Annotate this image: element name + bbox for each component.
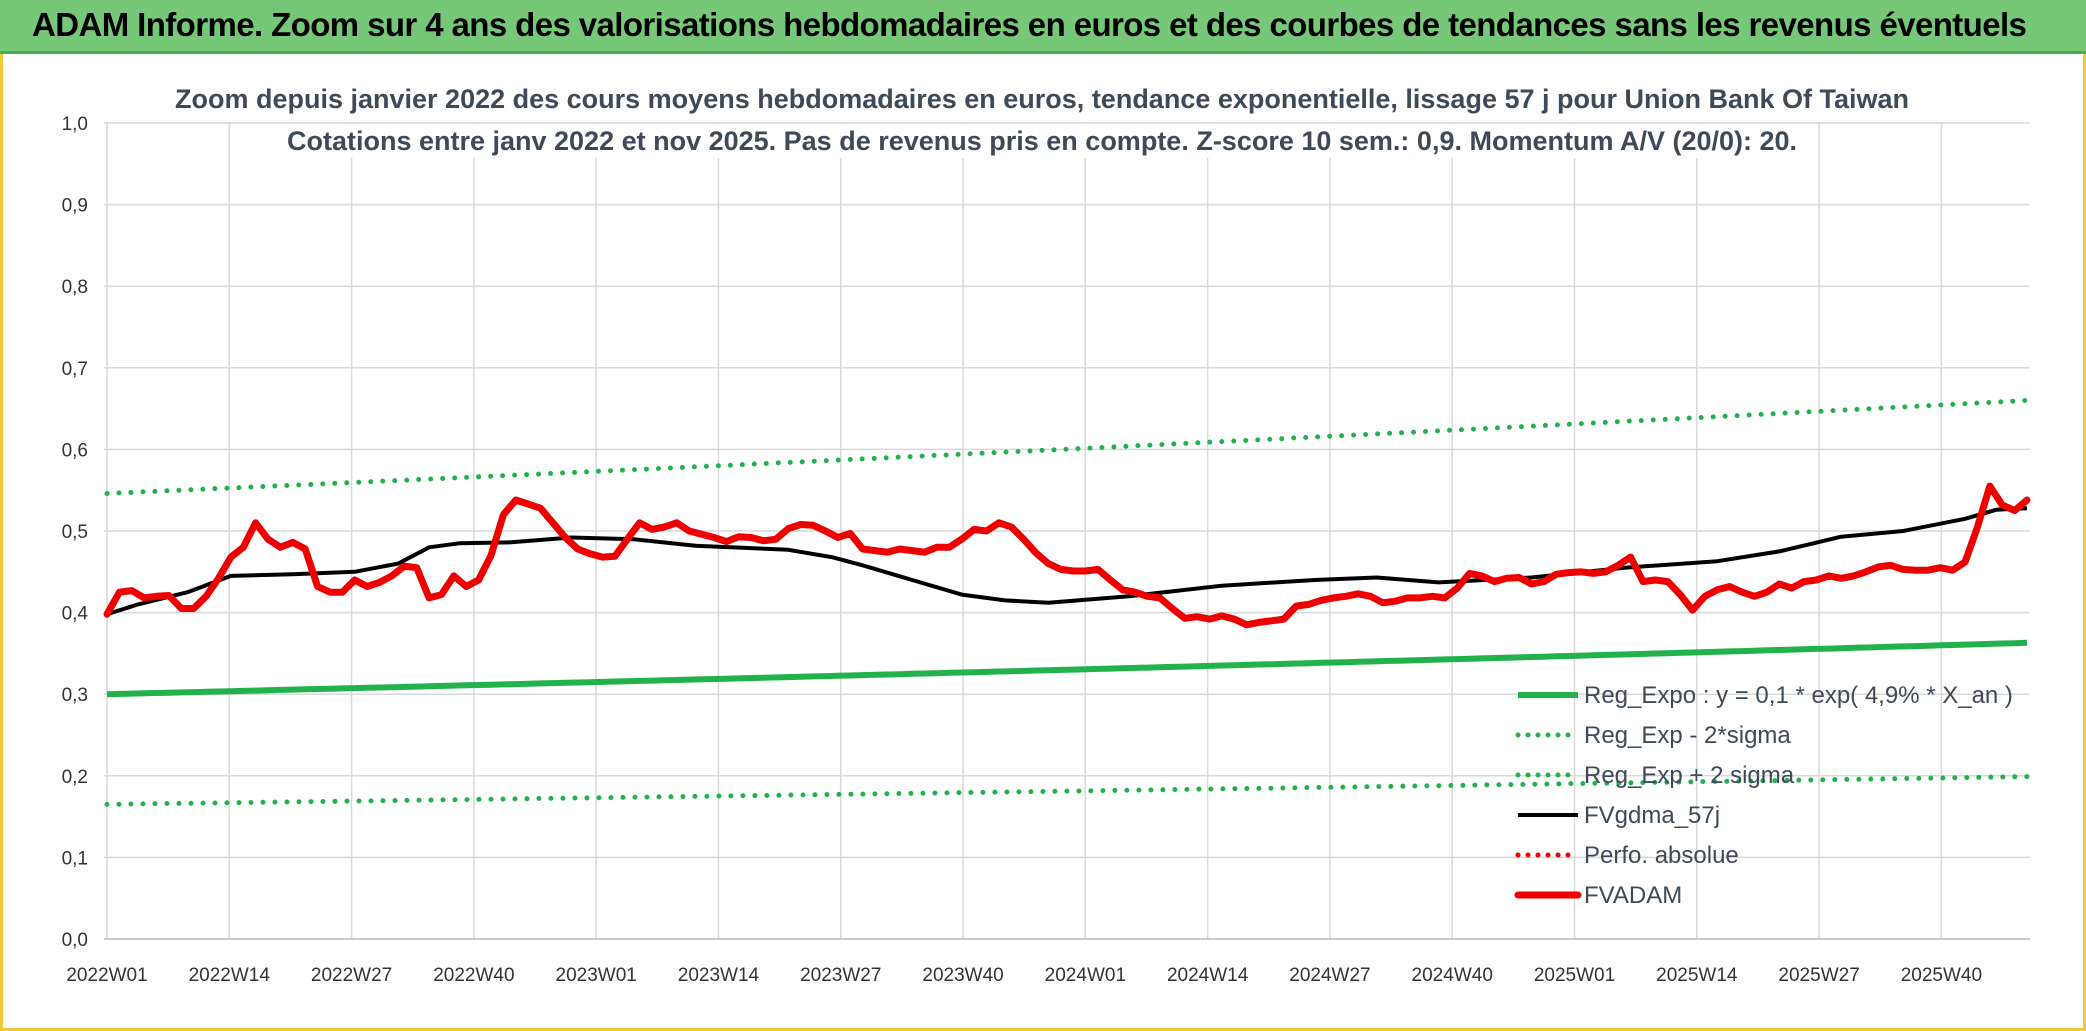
- report-title: ADAM Informe. Zoom sur 4 ans des valoris…: [32, 6, 2027, 43]
- x-tick-label: 2022W01: [66, 965, 147, 986]
- x-tick-label: 2024W27: [1289, 965, 1370, 986]
- x-tick-label: 2025W01: [1534, 965, 1615, 986]
- series-fvgdma-57j: [106, 506, 2028, 617]
- x-axis-labels: 2022W01 2022W14 2022W27 2022W40 2023W01 2023W…: [66, 965, 1982, 986]
- x-tick-label: 2025W40: [1901, 965, 1982, 986]
- x-tick-label: 2022W40: [433, 965, 514, 986]
- y-axis-labels: 0,0 0,1 0,2 0,3 0,4 0,5 0,6 0,7 0,8 0,9 1,0: [62, 114, 89, 951]
- legend-item-reg: Reg_Expo : y = 0,1 * exp( 4,9% * X_an ): [1518, 682, 2013, 709]
- legend-item-perfo: Perfo. absolue: [1515, 842, 1739, 869]
- series-reg-exp-minus-2sigma: [104, 774, 2030, 807]
- x-tick-label: 2025W27: [1778, 965, 1859, 986]
- x-tick-label: 2024W01: [1045, 965, 1126, 986]
- x-tick-label: 2024W40: [1412, 965, 1493, 986]
- legend-item-lower: Reg_Exp - 2*sigma: [1515, 722, 1791, 749]
- y-tick-label: 0,2: [62, 767, 88, 788]
- report-banner: ADAM Informe. Zoom sur 4 ans des valoris…: [0, 0, 2086, 54]
- y-tick-label: 0,3: [62, 685, 88, 706]
- legend-item-smooth: FVgdma_57j: [1518, 802, 1720, 829]
- legend-item-upper: Reg_Exp + 2 sigma: [1515, 762, 1795, 789]
- y-tick-label: 0,1: [62, 848, 88, 869]
- y-tick-label: 0,9: [62, 196, 88, 217]
- legend-label-lower: Reg_Exp - 2*sigma: [1584, 722, 1791, 749]
- legend-label-smooth: FVgdma_57j: [1584, 802, 1720, 829]
- chart-title-backing: [278, 124, 1806, 158]
- x-tick-label: 2023W14: [678, 965, 760, 986]
- y-tick-label: 0,6: [62, 440, 88, 461]
- legend-label-upper: Reg_Exp + 2 sigma: [1584, 762, 1795, 789]
- chart-series: [103, 397, 2031, 807]
- y-tick-label: 0,0: [62, 930, 88, 951]
- legend-label-perfo: Perfo. absolue: [1584, 842, 1739, 869]
- x-tick-label: 2024W14: [1167, 965, 1249, 986]
- chart-title-line: Cotations entre janv 2022 et nov 2025. P…: [287, 126, 1797, 156]
- x-tick-label: 2023W01: [556, 965, 637, 986]
- x-tick-label: 2023W27: [800, 965, 881, 986]
- chart-title: Zoom depuis janvier 2022 des cours moyen…: [167, 82, 1917, 158]
- y-tick-label: 0,7: [62, 359, 88, 380]
- x-tick-label: 2023W40: [922, 965, 1003, 986]
- legend-label-price: FVADAM: [1584, 882, 1682, 909]
- x-tick-label: 2022W14: [189, 965, 271, 986]
- chart-title-line: Zoom depuis janvier 2022 des cours moyen…: [175, 84, 1909, 114]
- legend-item-price: FVADAM: [1514, 882, 1682, 909]
- series-reg-expo: [106, 639, 2028, 698]
- x-tick-label: 2025W14: [1656, 965, 1738, 986]
- chart-legend: Reg_Expo : y = 0,1 * exp( 4,9% * X_an ) R…: [1514, 682, 2013, 909]
- y-tick-label: 1,0: [62, 114, 88, 135]
- y-tick-label: 0,8: [62, 277, 88, 298]
- legend-label-reg: Reg_Expo : y = 0,1 * exp( 4,9% * X_an ): [1584, 682, 2013, 709]
- chart-title-backing: [167, 82, 1917, 116]
- chart-grid: [104, 122, 2030, 940]
- x-tick-label: 2022W27: [311, 965, 392, 986]
- y-tick-label: 0,5: [62, 522, 88, 543]
- series-fvadam: [103, 482, 2031, 629]
- series-reg-exp-plus-2sigma: [104, 397, 2030, 496]
- y-tick-label: 0,4: [62, 604, 89, 625]
